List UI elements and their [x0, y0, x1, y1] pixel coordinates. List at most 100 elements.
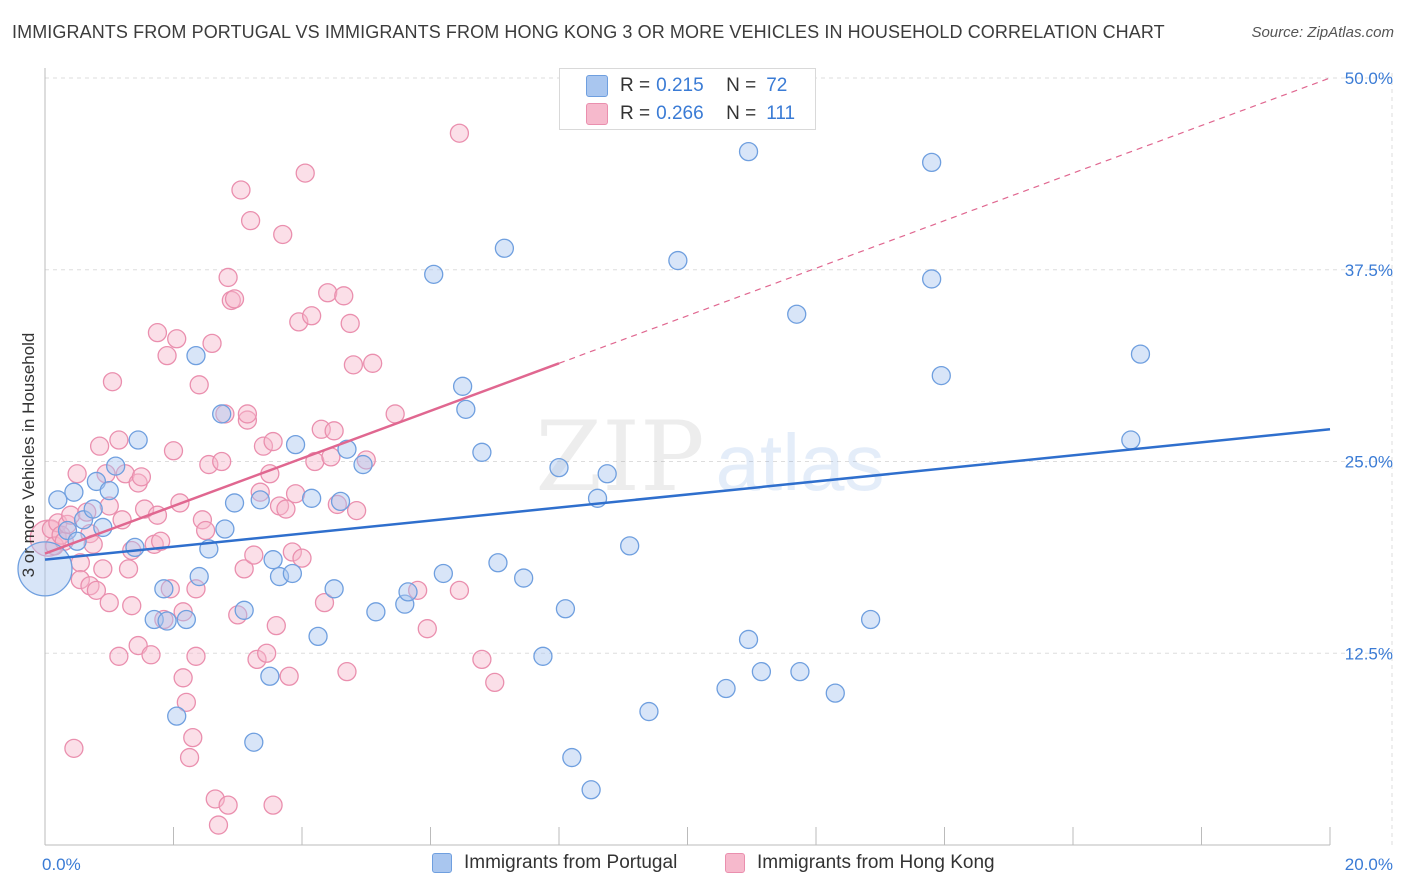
legend-item-hongkong[interactable]: Immigrants from Hong Kong: [725, 852, 995, 874]
y-tick-label: 37.5%: [1345, 261, 1393, 280]
data-point: [173, 668, 193, 688]
data-point: [555, 599, 576, 619]
data-point: [176, 609, 197, 630]
chart-title: IMMIGRANTS FROM PORTUGAL VS IMMIGRANTS F…: [12, 22, 1165, 42]
tick-labels: 12.5% 25.0% 37.5% 50.0% 0.0% 20.0%: [42, 69, 1393, 874]
data-point: [318, 283, 338, 303]
data-point: [93, 517, 113, 538]
data-point: [514, 568, 534, 588]
data-point: [150, 531, 171, 551]
data-point: [860, 609, 881, 630]
data-point: [102, 372, 123, 392]
data-point: [257, 643, 277, 663]
data-point: [295, 163, 315, 183]
data-point: [163, 441, 184, 461]
data-point: [385, 404, 405, 424]
data-point: [787, 304, 807, 324]
data-point: [922, 152, 942, 173]
legend-label: Immigrants from Portugal: [464, 852, 678, 873]
portugal-swatch: [432, 853, 452, 873]
data-point: [244, 732, 264, 752]
data-point: [183, 727, 203, 748]
axes: [44, 68, 1331, 846]
data-point: [263, 550, 283, 570]
data-point: [790, 662, 810, 682]
data-point: [128, 430, 148, 450]
data-point: [247, 649, 267, 670]
n-value: 111: [766, 103, 796, 124]
data-point: [340, 313, 360, 334]
data-point: [597, 464, 617, 484]
data-point: [533, 646, 553, 666]
watermark: ZIP atlas: [535, 401, 884, 513]
legend-item-portugal[interactable]: Immigrants from Portugal: [432, 852, 677, 874]
data-point: [488, 553, 508, 573]
data-point: [106, 456, 126, 476]
data-point: [337, 662, 357, 682]
data-point: [327, 494, 347, 515]
series-hongkong-points: [29, 123, 505, 835]
data-point: [494, 238, 515, 258]
data-point: [266, 615, 286, 636]
data-point: [308, 626, 328, 647]
n-label: N =: [726, 103, 757, 124]
data-point: [485, 672, 505, 693]
data-point: [157, 346, 177, 366]
data-point: [221, 290, 241, 311]
data-point: [353, 454, 373, 475]
data-point: [273, 224, 293, 245]
data-point: [176, 692, 197, 712]
data-point: [922, 269, 942, 289]
data-point: [620, 536, 640, 556]
y-tick-label: 12.5%: [1345, 644, 1393, 663]
legend-row-hongkong: R = 0.266 N = 111: [586, 102, 796, 126]
data-point: [212, 451, 232, 472]
data-point: [346, 500, 367, 521]
data-point: [456, 399, 476, 419]
data-point: [160, 579, 180, 599]
source-credit: Source: ZipAtlas.com: [1251, 24, 1394, 41]
r-label: R =: [620, 103, 651, 124]
data-point: [234, 559, 254, 579]
data-point: [1130, 344, 1151, 364]
data-point: [48, 490, 68, 510]
data-point: [407, 580, 428, 601]
data-point: [738, 629, 759, 650]
data-point: [334, 286, 354, 306]
data-point: [250, 490, 270, 510]
n-label: N =: [726, 75, 757, 96]
r-value: 0.215: [656, 75, 704, 96]
data-point: [449, 580, 470, 601]
data-point: [64, 738, 84, 759]
data-point: [716, 678, 736, 699]
data-point: [363, 353, 383, 373]
data-point: [282, 542, 303, 562]
data-point: [276, 499, 296, 519]
data-point: [218, 795, 238, 815]
data-point: [279, 666, 299, 686]
data-point: [250, 482, 270, 502]
data-point: [472, 442, 492, 462]
data-point: [224, 493, 245, 513]
data-point: [57, 520, 78, 541]
y-tick-label: 50.0%: [1345, 69, 1393, 88]
trend-lines: [44, 77, 1331, 561]
data-point: [452, 376, 473, 396]
data-point: [186, 579, 206, 599]
data-point: [99, 592, 119, 613]
data-point: [86, 580, 107, 601]
legend-row-portugal: R = 0.215 N = 72: [586, 74, 787, 98]
data-point: [89, 436, 110, 456]
data-point: [189, 375, 209, 395]
data-point: [234, 600, 254, 620]
x-tick-label: 20.0%: [1345, 855, 1393, 874]
data-point: [212, 404, 232, 424]
hongkong-swatch: [586, 103, 608, 125]
r-label: R =: [620, 75, 651, 96]
data-point: [202, 333, 222, 354]
hongkong-swatch: [725, 853, 745, 873]
r-value: 0.266: [656, 103, 704, 124]
correlation-legend: R = 0.215 N = 72 R = 0.266 N = 111: [559, 68, 816, 130]
data-point: [366, 602, 386, 622]
